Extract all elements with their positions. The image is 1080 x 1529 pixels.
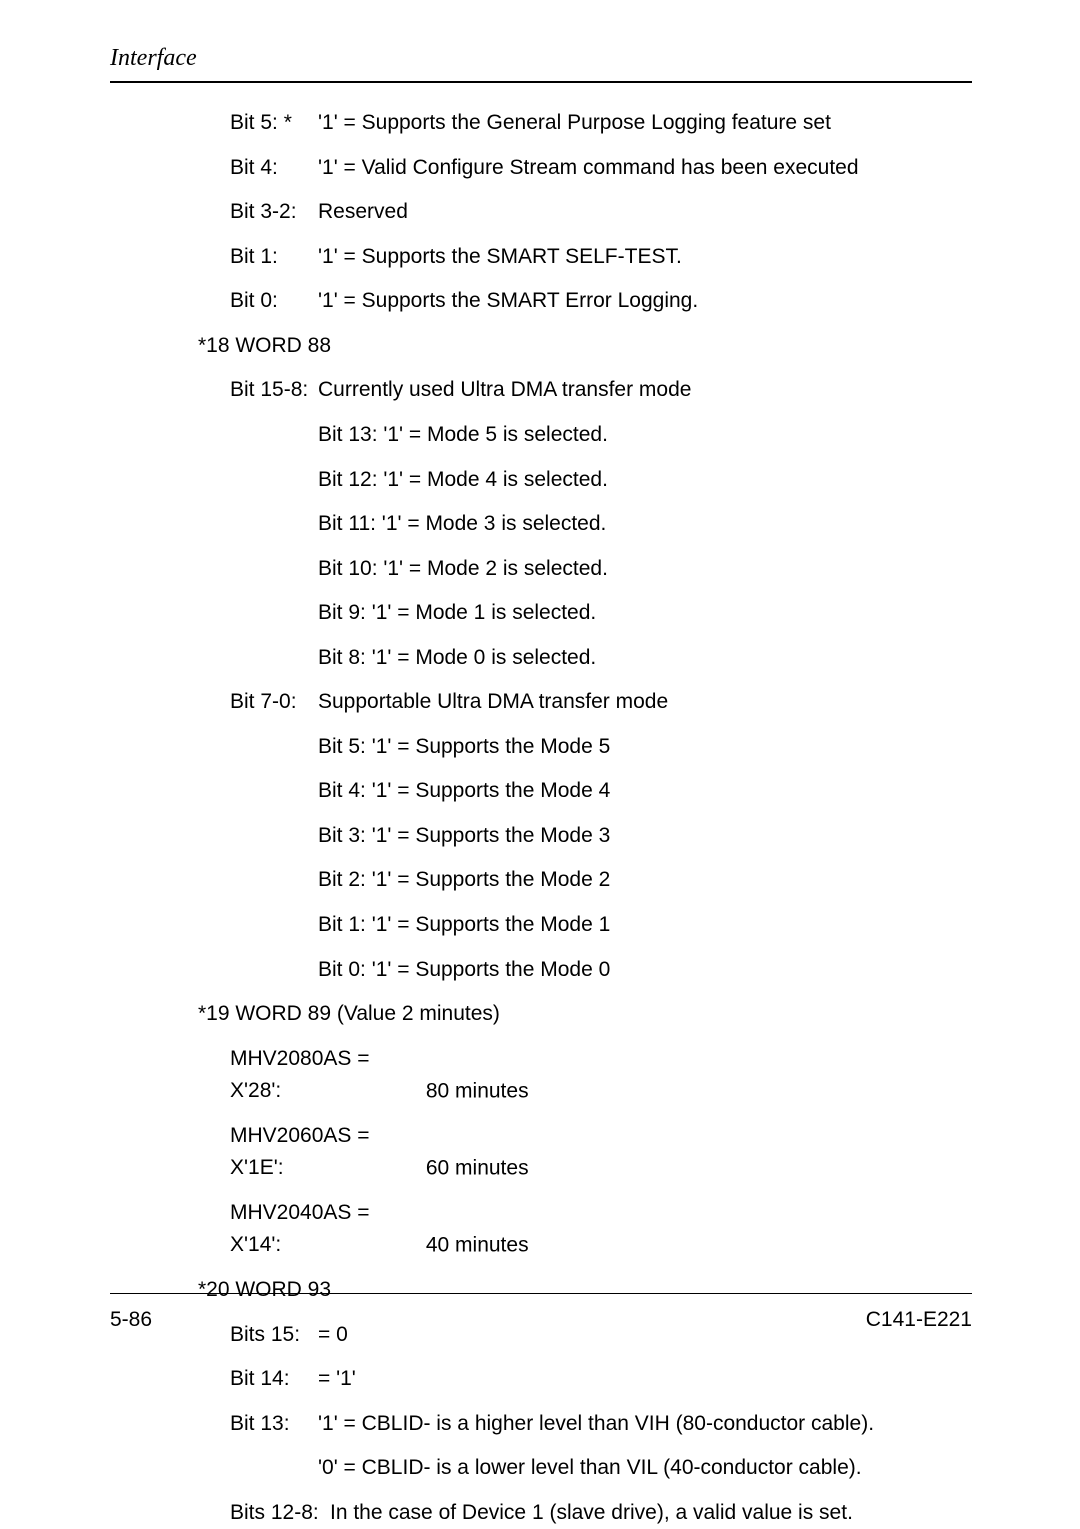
bit-label: Bit 1:	[230, 241, 318, 274]
bit-row: Bit 5: * '1' = Supports the General Purp…	[230, 107, 972, 140]
sub-bit: Bit 2: '1' = Supports the Mode 2	[318, 864, 972, 897]
bit-label: Bit 5: *	[230, 107, 318, 140]
bit-label: Bits 12-8:	[230, 1497, 330, 1529]
page-header-title: Interface	[110, 40, 972, 77]
bit-desc: Currently used Ultra DMA transfer mode	[318, 374, 972, 407]
bit13-extra: '0' = CBLID- is a lower level than VIL (…	[318, 1452, 972, 1485]
bit-row: Bit 14: = '1'	[230, 1363, 972, 1396]
footer-page-number: 5-86	[110, 1304, 152, 1337]
model-row: MHV2040AS = X'14': 40 minutes	[230, 1197, 972, 1262]
bit-row: Bit 1: '1' = Supports the SMART SELF-TES…	[230, 241, 972, 274]
bit-label: Bit 14:	[230, 1363, 318, 1396]
bit-desc: '1' = Supports the SMART SELF-TEST.	[318, 241, 972, 274]
bit-desc: '1' = Supports the General Purpose Loggi…	[318, 107, 972, 140]
bit-desc: '1' = Valid Configure Stream command has…	[318, 152, 972, 185]
sub-bit: Bit 4: '1' = Supports the Mode 4	[318, 775, 972, 808]
bit-desc: Supportable Ultra DMA transfer mode	[318, 686, 972, 719]
bit-row: Bit 0: '1' = Supports the SMART Error Lo…	[230, 285, 972, 318]
bit-label: Bit 4:	[230, 152, 318, 185]
sub-bit: Bit 11: '1' = Mode 3 is selected.	[318, 508, 972, 541]
sub-bit: Bit 3: '1' = Supports the Mode 3	[318, 820, 972, 853]
sub-bit: Bit 8: '1' = Mode 0 is selected.	[318, 642, 972, 675]
bit-row: Bit 13: '1' = CBLID- is a higher level t…	[230, 1408, 972, 1441]
header-rule	[110, 81, 972, 83]
bit-label: Bit 15-8:	[230, 374, 318, 407]
sub-bit: Bit 13: '1' = Mode 5 is selected.	[318, 419, 972, 452]
bit-label: Bit 0:	[230, 285, 318, 318]
bit-label: Bit 7-0:	[230, 686, 318, 719]
sub-bit: Bit 9: '1' = Mode 1 is selected.	[318, 597, 972, 630]
footer-doc-id: C141-E221	[866, 1304, 972, 1337]
sub-bit: Bit 1: '1' = Supports the Mode 1	[318, 909, 972, 942]
bit-label: Bit 13:	[230, 1408, 318, 1441]
model-label: MHV2040AS = X'14':	[230, 1197, 420, 1262]
page-footer: 5-86 C141-E221	[110, 1293, 972, 1337]
sub-bit: Bit 12: '1' = Mode 4 is selected.	[318, 464, 972, 497]
sub-bit: Bit 5: '1' = Supports the Mode 5	[318, 731, 972, 764]
bit-desc: = '1'	[318, 1363, 972, 1396]
model-value: 40 minutes	[426, 1233, 529, 1256]
sub-bit: Bit 10: '1' = Mode 2 is selected.	[318, 553, 972, 586]
model-row: MHV2060AS = X'1E': 60 minutes	[230, 1120, 972, 1185]
bit-row: Bits 12-8: In the case of Device 1 (slav…	[230, 1497, 972, 1529]
bit-label: Bit 3-2:	[230, 196, 318, 229]
model-label: MHV2060AS = X'1E':	[230, 1120, 420, 1185]
bit-row: Bit 4: '1' = Valid Configure Stream comm…	[230, 152, 972, 185]
bit-desc: Reserved	[318, 196, 972, 229]
bit-row: Bit 3-2: Reserved	[230, 196, 972, 229]
bit-desc: In the case of Device 1 (slave drive), a…	[330, 1497, 972, 1529]
bit-row: Bit 15-8: Currently used Ultra DMA trans…	[230, 374, 972, 407]
model-value: 60 minutes	[426, 1156, 529, 1179]
word89-heading: *19 WORD 89 (Value 2 minutes)	[198, 998, 972, 1031]
model-row: MHV2080AS = X'28': 80 minutes	[230, 1043, 972, 1108]
word88-heading: *18 WORD 88	[198, 330, 972, 363]
page: Interface Bit 5: * '1' = Supports the Ge…	[110, 40, 972, 1317]
model-value: 80 minutes	[426, 1079, 529, 1102]
model-label: MHV2080AS = X'28':	[230, 1043, 420, 1108]
bit-desc: '1' = Supports the SMART Error Logging.	[318, 285, 972, 318]
bit-row: Bit 7-0: Supportable Ultra DMA transfer …	[230, 686, 972, 719]
footer-rule	[110, 1293, 972, 1294]
bit-desc: '1' = CBLID- is a higher level than VIH …	[318, 1408, 972, 1441]
sub-bit: Bit 0: '1' = Supports the Mode 0	[318, 954, 972, 987]
